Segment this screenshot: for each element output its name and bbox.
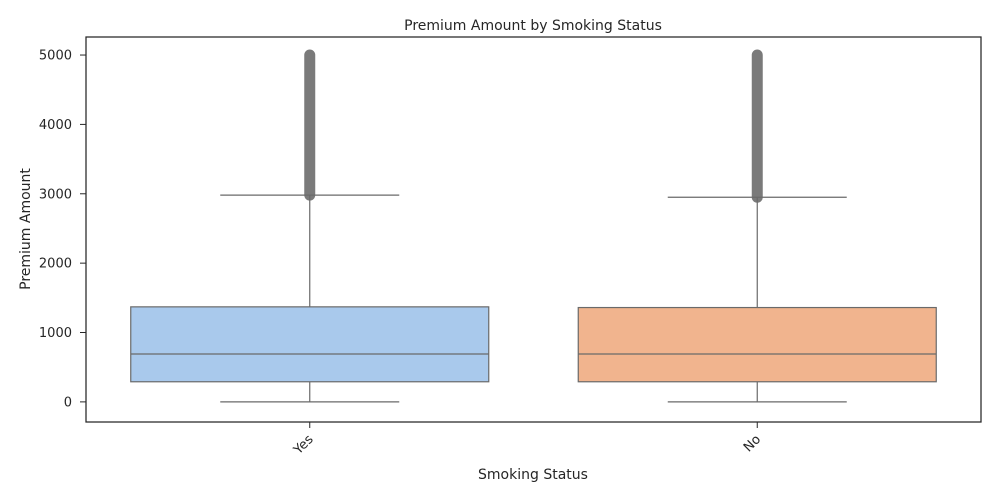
box-no — [577, 49, 937, 403]
x-tick-label-yes: Yes — [290, 432, 316, 458]
x-axis-ticks: Yes No — [290, 422, 764, 458]
y-tick-label: 0 — [64, 395, 72, 410]
y-axis-ticks: 0 1000 2000 3000 4000 5000 — [39, 49, 86, 410]
box-series — [130, 49, 937, 403]
y-tick-label: 1000 — [39, 326, 72, 341]
x-tick-label-no: No — [741, 432, 764, 455]
y-tick-label: 4000 — [39, 118, 72, 133]
y-tick-label: 5000 — [39, 49, 72, 64]
x-axis-label: Smoking Status — [478, 467, 588, 483]
y-tick-label: 2000 — [39, 257, 72, 272]
box-iqr — [577, 306, 937, 383]
box-yes — [130, 49, 490, 403]
y-axis-label: Premium Amount — [18, 168, 34, 290]
box-iqr — [130, 306, 490, 383]
y-tick-label: 3000 — [39, 187, 72, 202]
plot-area — [85, 36, 982, 423]
chart-title: Premium Amount by Smoking Status — [404, 18, 662, 34]
